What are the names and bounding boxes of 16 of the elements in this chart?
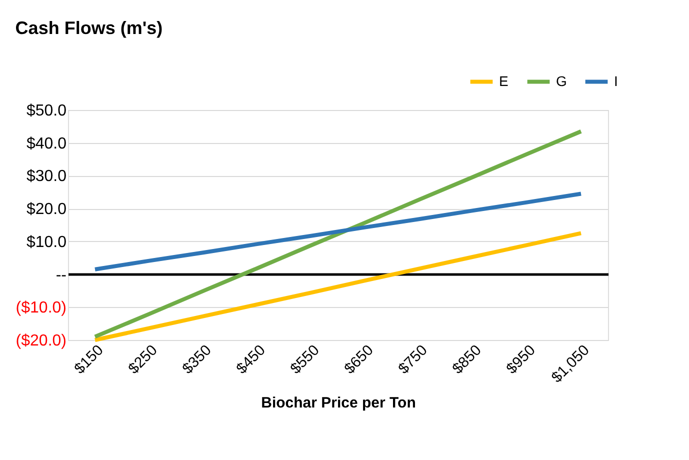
y-tick-label: $30.0 bbox=[26, 168, 67, 186]
legend-label: G bbox=[556, 72, 567, 89]
y-tick-label: $10.0 bbox=[26, 234, 67, 251]
y-tick-label: ($10.0) bbox=[16, 300, 66, 317]
legend-label: E bbox=[499, 72, 508, 89]
line-series bbox=[93, 231, 583, 342]
x-axis-title: Biochar Price per Ton bbox=[261, 394, 416, 412]
y-tick-label: $20.0 bbox=[26, 201, 67, 218]
y-tick-label: ($20.0) bbox=[16, 332, 66, 350]
y-tick-label: $50.0 bbox=[26, 102, 67, 120]
legend-label: I bbox=[614, 72, 618, 89]
chart-title: Cash Flows (m's) bbox=[15, 18, 163, 38]
y-tick-label: $40.0 bbox=[26, 135, 67, 152]
y-tick-label: -- bbox=[56, 266, 66, 284]
line-series bbox=[93, 192, 583, 272]
line-series bbox=[93, 129, 583, 339]
